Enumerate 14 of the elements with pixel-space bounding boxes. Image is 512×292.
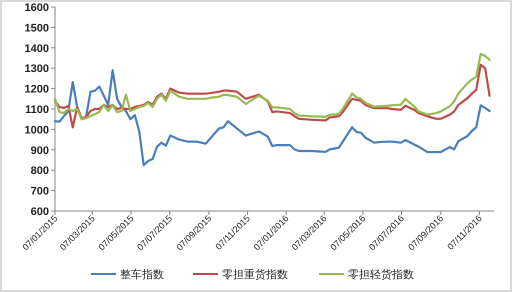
y-tick-label: 1000 <box>24 124 49 136</box>
y-tick-label: 1500 <box>24 22 49 34</box>
legend-label: 零担重货指数 <box>222 268 288 281</box>
y-tick-label: 900 <box>30 144 49 157</box>
y-tick-label: 1200 <box>24 84 49 96</box>
y-tick-label: 600 <box>30 206 49 218</box>
legend-label: 整车指数 <box>120 268 164 281</box>
y-tick-label: 700 <box>30 186 49 198</box>
y-tick-label: 1100 <box>25 104 49 116</box>
y-tick-label: 1300 <box>24 63 49 76</box>
y-tick-label: 800 <box>30 165 49 178</box>
y-tick-label: 1400 <box>24 42 49 55</box>
legend-label: 零担轻货指数 <box>348 269 414 281</box>
y-tick-label: 1600 <box>24 2 49 14</box>
